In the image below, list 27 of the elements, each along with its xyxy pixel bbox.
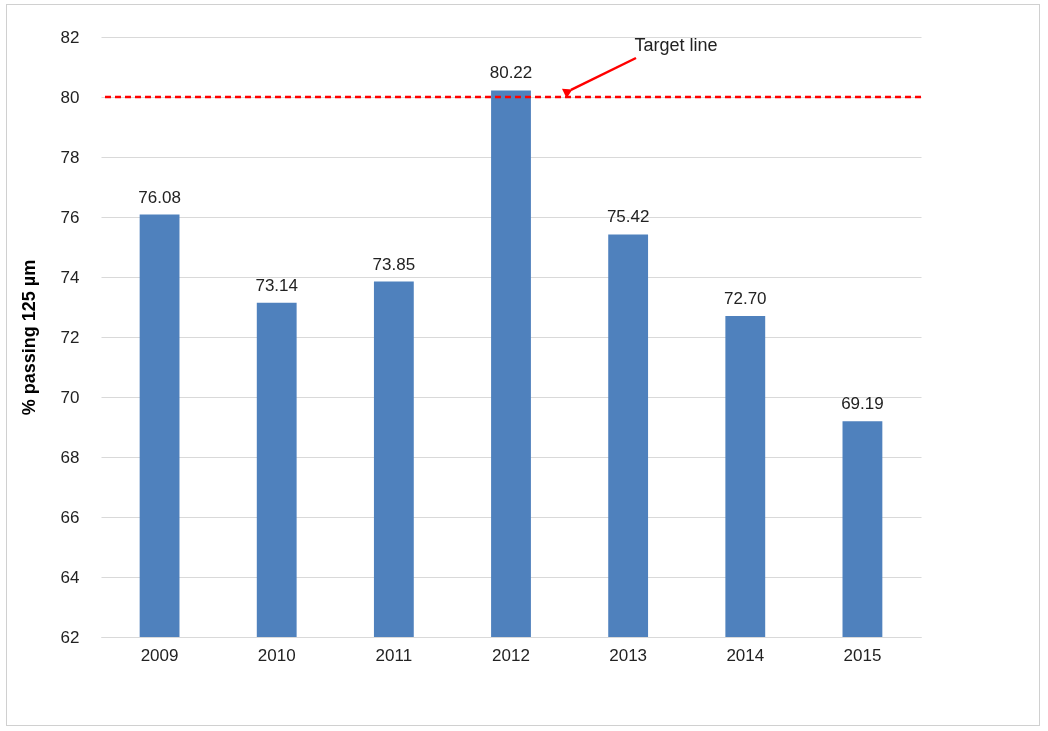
y-tick-label: 80 <box>60 87 80 107</box>
y-tick-label: 66 <box>60 507 80 527</box>
y-tick-label: 64 <box>60 567 80 587</box>
ref-line-label: Target line <box>634 35 718 55</box>
data-label: 76.08 <box>138 187 181 207</box>
data-label: 72.70 <box>724 289 767 308</box>
y-tick-label: 72 <box>60 327 80 347</box>
data-label: 80.22 <box>489 63 533 83</box>
x-tick-label: 2012 <box>492 645 530 665</box>
data-label: 69.19 <box>841 394 884 414</box>
x-tick-label: 2013 <box>609 645 648 665</box>
y-tick-label: 82 <box>60 27 80 47</box>
y-tick-label: 68 <box>60 447 80 467</box>
data-label: 73.85 <box>372 254 416 274</box>
data-label: 73.14 <box>255 275 298 295</box>
x-tick-label: 2014 <box>726 645 765 665</box>
y-tick-label: 70 <box>60 387 80 407</box>
x-tick-label: 2009 <box>140 645 179 665</box>
y-tick-label: 78 <box>60 147 80 167</box>
x-tick-label: 2010 <box>257 645 296 665</box>
y-axis-title: % passing 125 µm <box>18 259 39 416</box>
data-label: 75.42 <box>606 207 650 227</box>
x-tick-label: 2015 <box>843 645 882 665</box>
y-tick-label: 74 <box>60 267 80 287</box>
y-tick-label: 76 <box>60 207 80 227</box>
y-tick-label: 62 <box>60 627 80 647</box>
x-tick-label: 2011 <box>375 645 413 665</box>
